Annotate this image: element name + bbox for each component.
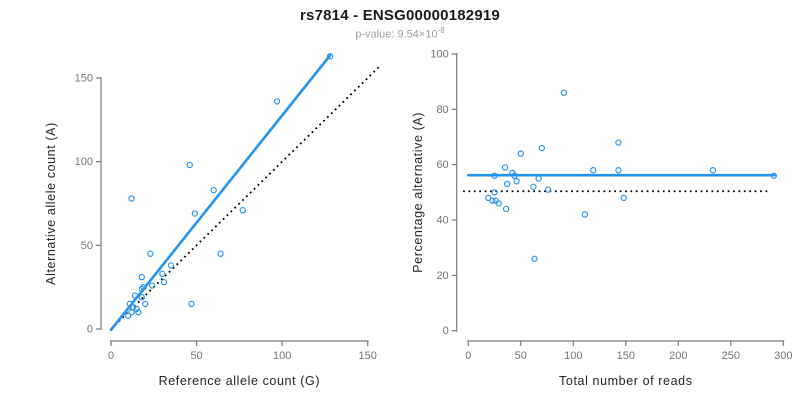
data-point xyxy=(128,309,135,316)
x-tick-label: 50 xyxy=(190,350,202,362)
data-point xyxy=(491,172,498,179)
data-point xyxy=(138,285,145,293)
scatter-allele-counts: 0 50 100 150 0 50 100 150 Reference allele count… xyxy=(44,53,383,388)
data-point xyxy=(530,183,537,190)
page-title: rs7814 - ENSG00000182919 xyxy=(300,7,500,24)
reference-dotted-line xyxy=(110,63,383,330)
data-point xyxy=(210,186,217,194)
data-point xyxy=(511,172,518,179)
y-tick-label: 0 xyxy=(87,324,93,336)
x-tick-label: 100 xyxy=(273,350,291,362)
data-point xyxy=(538,144,545,152)
p-value-base: ×10 xyxy=(418,28,438,41)
data-point xyxy=(133,305,140,313)
x-tick-label: 200 xyxy=(669,350,687,362)
p-value-prefix: p-value: xyxy=(355,28,398,41)
data-points xyxy=(124,53,334,319)
fit-line xyxy=(109,54,332,332)
data-point xyxy=(491,189,498,196)
data-point xyxy=(517,150,524,157)
data-point xyxy=(615,167,622,174)
data-point xyxy=(535,175,542,182)
data-point xyxy=(489,197,496,204)
x-axis: 0 50 100 150 xyxy=(108,340,377,362)
data-point xyxy=(135,309,142,316)
x-axis-title: Total number of reads xyxy=(559,374,693,388)
data-point xyxy=(581,211,589,218)
data-point xyxy=(186,161,193,169)
y-axis-title: Percentage alternative (A) xyxy=(411,112,425,273)
x-tick-label: 150 xyxy=(359,350,377,362)
data-point xyxy=(620,194,627,202)
data-point xyxy=(140,283,147,291)
data-point xyxy=(188,300,195,308)
data-point xyxy=(142,300,149,308)
x-tick-label: 300 xyxy=(774,350,792,362)
p-value-label: p-value: 9.54×10-8 xyxy=(0,26,800,41)
data-point xyxy=(615,139,622,146)
data-point xyxy=(531,255,538,262)
data-point xyxy=(326,53,334,60)
y-axis: 0 50 100 150 xyxy=(75,73,102,336)
y-tick-label: 60 xyxy=(436,159,448,171)
data-point xyxy=(160,278,168,286)
data-point xyxy=(544,186,552,193)
y-tick-label: 100 xyxy=(430,49,448,61)
y-tick-label: 80 xyxy=(436,104,448,116)
data-point xyxy=(147,250,154,257)
y-tick-label: 50 xyxy=(81,240,93,252)
data-point xyxy=(560,89,568,96)
p-value-mantissa: 9.54 xyxy=(397,28,419,41)
data-point xyxy=(131,292,139,299)
x-tick-label: 150 xyxy=(617,350,635,362)
x-tick-label: 0 xyxy=(108,350,114,362)
p-value-exponent: -8 xyxy=(437,26,445,35)
data-point xyxy=(167,262,175,269)
data-point xyxy=(503,180,511,188)
data-point xyxy=(485,194,492,202)
scatter-percentage-vs-reads: 0 20 40 60 80 100 0 50 100 150 200 250 300 Total numb… xyxy=(411,49,792,389)
y-axis: 0 20 40 60 80 100 xyxy=(430,49,458,337)
data-point xyxy=(239,207,246,214)
x-axis-title: Reference allele count (G) xyxy=(159,374,321,388)
data-point xyxy=(501,164,509,171)
x-tick-label: 100 xyxy=(564,350,582,362)
data-point xyxy=(124,312,132,319)
data-point xyxy=(138,273,145,281)
data-point xyxy=(273,98,281,105)
data-point xyxy=(148,282,156,289)
data-point xyxy=(502,205,510,213)
data-point xyxy=(138,294,145,301)
data-points xyxy=(485,89,778,262)
data-point xyxy=(159,270,166,277)
x-tick-label: 250 xyxy=(722,350,740,362)
x-axis: 0 50 100 150 200 250 300 xyxy=(465,340,792,362)
data-point xyxy=(495,200,502,207)
data-point xyxy=(128,195,135,202)
data-point xyxy=(513,178,520,185)
y-tick-label: 100 xyxy=(75,156,93,168)
y-tick-label: 40 xyxy=(436,215,448,227)
x-tick-label: 0 xyxy=(465,350,471,362)
data-point xyxy=(191,210,199,217)
y-tick-label: 0 xyxy=(443,325,449,337)
y-tick-label: 150 xyxy=(75,73,93,85)
figure-header: rs7814 - ENSG00000182919 p-value: 9.54×1… xyxy=(0,0,800,41)
data-point xyxy=(709,167,717,174)
x-tick-label: 50 xyxy=(515,350,527,362)
data-point xyxy=(590,167,597,174)
y-axis-title: Alternative allele count (A) xyxy=(44,122,58,285)
data-point xyxy=(217,250,224,257)
data-point xyxy=(770,172,778,179)
data-point xyxy=(126,300,133,308)
y-tick-label: 20 xyxy=(436,270,448,282)
